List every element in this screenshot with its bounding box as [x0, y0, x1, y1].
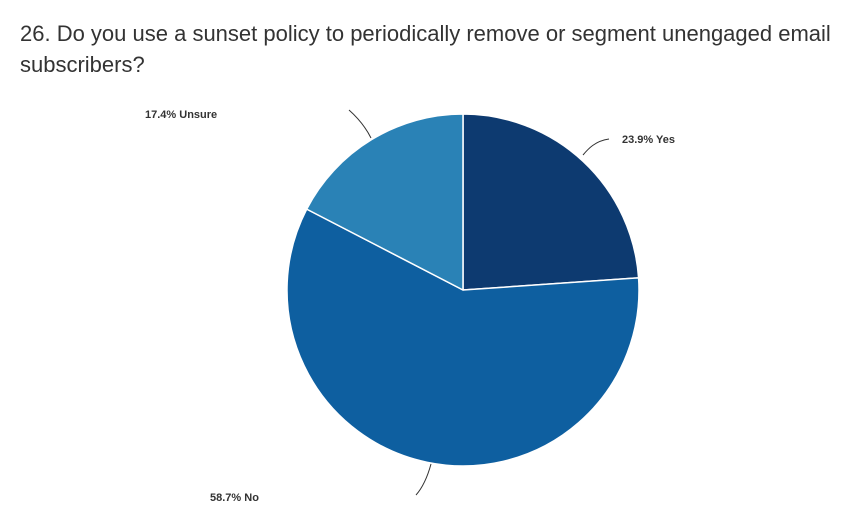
leader-line-no	[415, 463, 432, 496]
pie-slice-yes	[462, 113, 640, 291]
slice-labels: 23.9% Yes 58.7% No 17.4% Unsure	[145, 109, 675, 504]
question-title: 26. Do you use a sunset policy to period…	[20, 21, 831, 77]
leader-line-unsure	[348, 109, 372, 139]
leader-lines	[348, 109, 610, 496]
pie-slice-unsure	[305, 113, 464, 291]
pie-slice-no	[286, 208, 640, 467]
pie-slices	[286, 113, 640, 467]
leader-line-yes	[582, 138, 610, 156]
slice-label-yes: 23.9% Yes	[622, 134, 675, 146]
slice-label-no: 58.7% No	[210, 492, 259, 504]
slice-label-unsure: 17.4% Unsure	[145, 109, 217, 121]
